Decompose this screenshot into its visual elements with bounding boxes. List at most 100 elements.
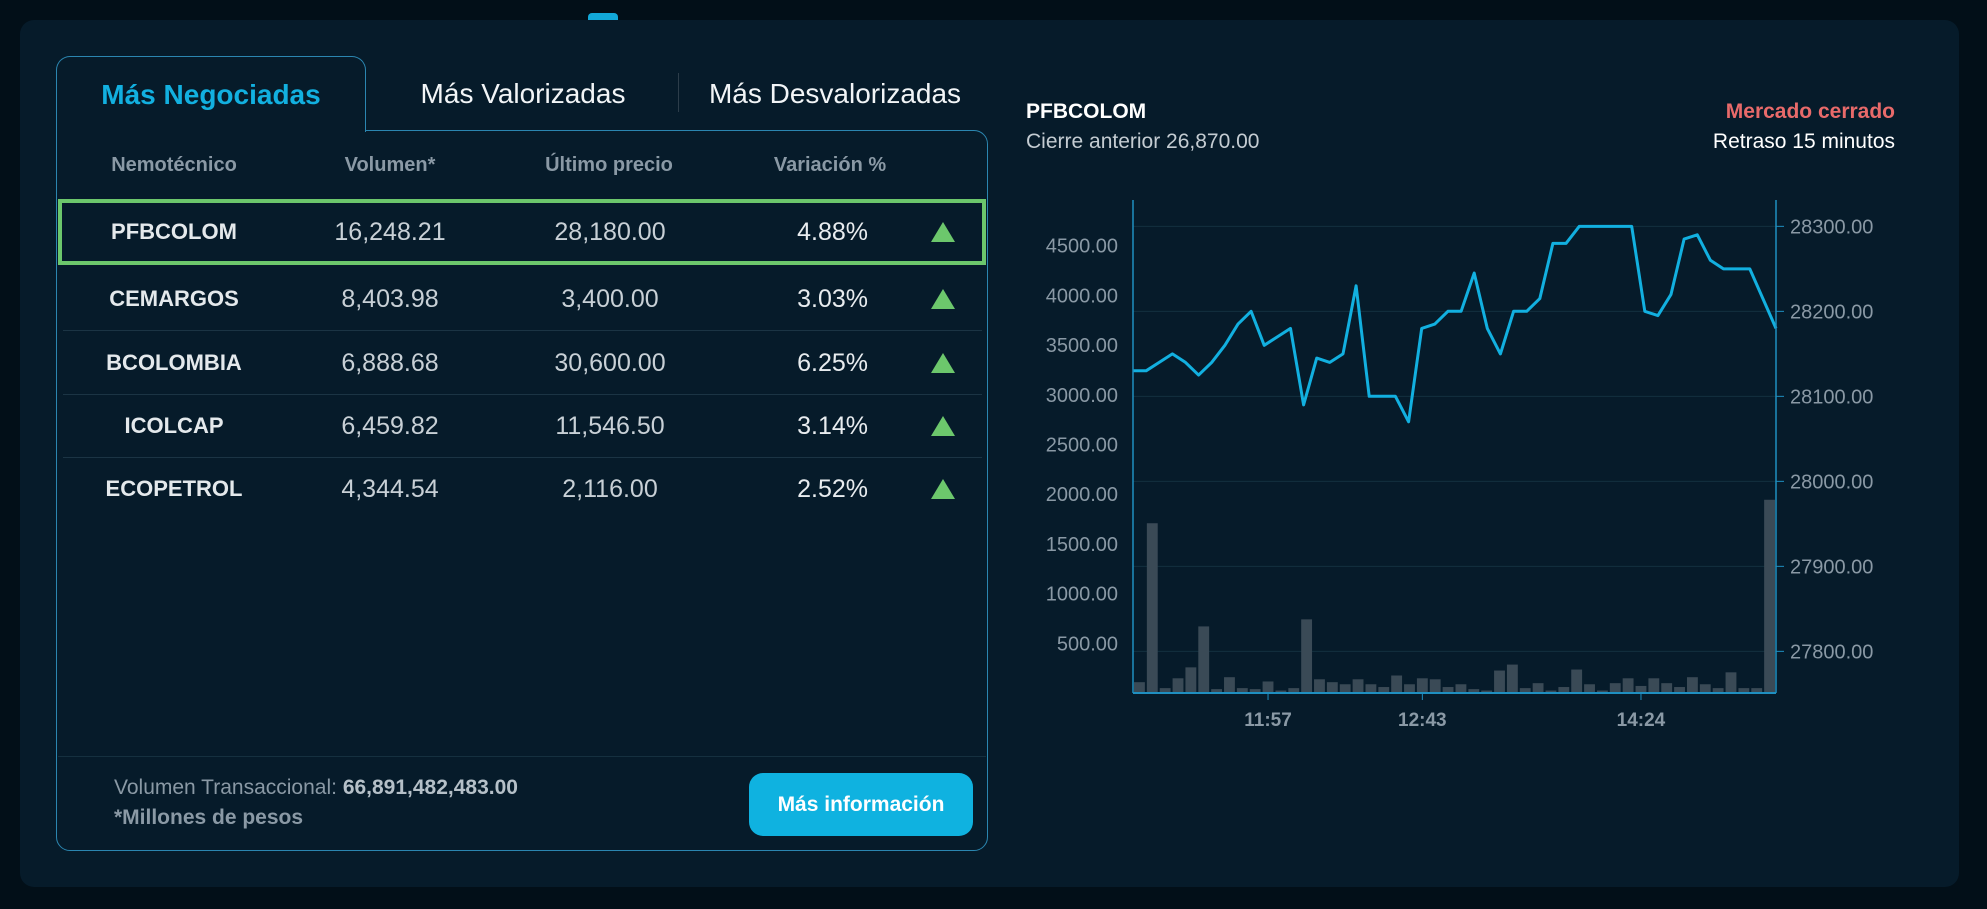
volume-bar: [1494, 670, 1505, 693]
tab-divider: [678, 73, 679, 112]
volume-bar: [1712, 688, 1724, 693]
left-axis-label: 1500.00: [1046, 534, 1118, 556]
volume-bar: [1288, 688, 1300, 693]
up-arrow-icon: [928, 456, 958, 522]
header-ultimo-precio[interactable]: Último precio: [545, 154, 673, 176]
volume-bar: [1674, 687, 1685, 693]
more-info-button[interactable]: Más información: [749, 773, 973, 836]
volume-bar: [1365, 684, 1377, 693]
price-cell: 2,116.00: [562, 474, 658, 503]
table-row[interactable]: CEMARGOS 8,403.98 3,400.00 3.03%: [58, 266, 986, 332]
left-axis-label: 3000.00: [1046, 385, 1118, 407]
volume-bar: [1648, 678, 1660, 693]
volume-bar: [1751, 688, 1763, 693]
left-axis-label: 3500.00: [1046, 335, 1118, 357]
footer-divider: [58, 756, 986, 757]
volume-value: 66,891,482,483.00: [342, 776, 518, 799]
left-axis-label: 4000.00: [1046, 285, 1118, 307]
volume-bar: [1468, 689, 1480, 693]
right-axis-label: 28100.00: [1790, 386, 1873, 408]
volume-bar: [1699, 684, 1711, 693]
left-axis-label: 1000.00: [1046, 584, 1118, 606]
symbol-cell: ICOLCAP: [124, 413, 224, 438]
volume-bar: [1455, 684, 1467, 693]
volume-bar: [1378, 687, 1390, 693]
symbol-cell: BCOLOMBIA: [106, 350, 242, 375]
right-axis-label: 27900.00: [1790, 556, 1873, 578]
volume-bar: [1146, 523, 1158, 693]
volume-bar: [1764, 499, 1775, 693]
volume-cell: 16,248.21: [334, 217, 446, 246]
variation-cell: 3.03%: [797, 284, 868, 313]
market-status: Mercado cerrado: [1725, 100, 1895, 123]
units-note: *Millones de pesos: [114, 806, 304, 829]
price-cell: 3,400.00: [561, 284, 659, 313]
left-axis-label: 500.00: [1057, 633, 1118, 655]
left-axis-label: 2000.00: [1046, 484, 1118, 506]
volume-bar: [1738, 688, 1750, 693]
volume-bar: [1185, 667, 1197, 693]
header-nemotecnico[interactable]: Nemotécnico: [111, 154, 237, 176]
volume-bar: [1635, 685, 1647, 693]
tab-mas-negociadas[interactable]: Más Negociadas: [56, 56, 366, 132]
table-row[interactable]: PFBCOLOM 16,248.21 28,180.00 4.88%: [58, 199, 986, 265]
x-axis-label: 14:24: [1617, 710, 1666, 731]
variation-cell: 3.14%: [797, 411, 868, 440]
volume-bar: [1198, 626, 1210, 693]
symbol-cell: ECOPETROL: [105, 476, 243, 501]
volume-bar: [1134, 682, 1145, 693]
price-cell: 28,180.00: [554, 217, 666, 246]
table-row[interactable]: ICOLCAP 6,459.82 11,546.50 3.14%: [58, 393, 986, 459]
row-divider: [63, 457, 982, 458]
volume-label: Volumen Transaccional:: [114, 776, 337, 799]
volume-bar: [1545, 690, 1557, 693]
row-divider: [63, 330, 982, 331]
header-volumen[interactable]: Volumen*: [344, 154, 436, 176]
volume-bar: [1339, 684, 1351, 693]
volume-bar: [1686, 677, 1698, 693]
volume-bar: [1661, 683, 1673, 693]
volume-bar: [1519, 688, 1531, 693]
volume-bar: [1391, 675, 1403, 693]
volume-bar: [1249, 689, 1261, 693]
table-row[interactable]: ECOPETROL 4,344.54 2,116.00 2.52%: [58, 456, 986, 522]
tab-mas-desvalorizadas[interactable]: Más Desvalorizadas: [708, 78, 962, 109]
volume-bar: [1275, 690, 1287, 693]
table-row[interactable]: BCOLOMBIA 6,888.68 30,600.00 6.25%: [58, 330, 986, 396]
variation-cell: 2.52%: [797, 474, 868, 503]
volume-bar: [1442, 687, 1454, 693]
volume-bar: [1314, 679, 1325, 693]
volume-bar: [1172, 678, 1184, 693]
carousel-indicator[interactable]: [588, 13, 618, 20]
left-axis-label: 2500.00: [1046, 435, 1118, 457]
volume-bar: [1558, 687, 1570, 693]
volume-bar: [1404, 684, 1415, 693]
volume-cell: 4,344.54: [341, 474, 439, 503]
right-axis-label: 28000.00: [1790, 471, 1873, 493]
volume-bar: [1571, 669, 1583, 693]
row-divider: [63, 394, 982, 395]
right-axis-label: 27800.00: [1790, 641, 1873, 663]
volume-bar: [1236, 688, 1248, 693]
tab-mas-valorizadas[interactable]: Más Valorizadas: [420, 78, 626, 109]
symbol-cell: CEMARGOS: [109, 286, 239, 311]
delay-notice: Retraso 15 minutos: [1712, 130, 1895, 153]
up-arrow-icon: [928, 330, 958, 396]
volume-cell: 8,403.98: [341, 284, 439, 313]
left-axis-label: 4500.00: [1046, 236, 1118, 258]
volume-bar: [1211, 689, 1223, 693]
volume-bar: [1622, 678, 1634, 693]
volume-bar: [1301, 619, 1313, 693]
right-axis-label: 28200.00: [1790, 301, 1873, 323]
volume-cell: 6,888.68: [341, 348, 439, 377]
price-cell: 30,600.00: [554, 348, 666, 377]
volume-cell: 6,459.82: [341, 411, 439, 440]
variation-cell: 4.88%: [797, 217, 868, 246]
previous-close: Cierre anterior 26,870.00: [1026, 130, 1260, 153]
volume-bar: [1725, 672, 1737, 693]
header-variacion[interactable]: Variación %: [773, 154, 887, 176]
selected-symbol: PFBCOLOM: [1026, 100, 1147, 123]
up-arrow-icon: [928, 266, 958, 332]
volume-bar: [1262, 681, 1274, 693]
